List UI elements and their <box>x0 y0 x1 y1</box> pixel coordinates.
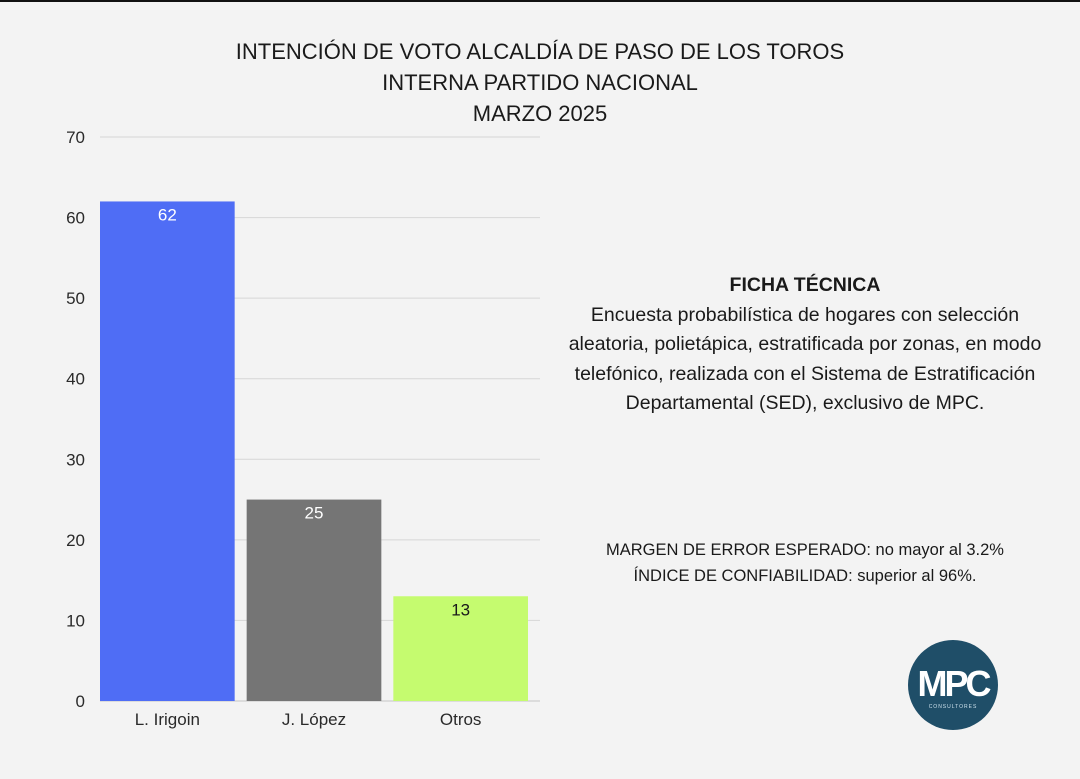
y-tick-label: 0 <box>76 692 85 711</box>
mpc-logo-subtext: CONSULTORES <box>928 704 978 710</box>
bar-value-label: 13 <box>451 600 470 619</box>
mpc-logo: MPC CONSULTORES <box>908 640 998 730</box>
bars <box>100 201 528 701</box>
bar-value-label: 62 <box>158 205 177 224</box>
y-tick-label: 30 <box>66 450 85 469</box>
technical-sheet-line-4: Departamental (SED), exclusivo de MPC. <box>625 392 985 414</box>
technical-sheet-line-3: telefónico, realizada con el Sistema de … <box>574 362 1036 385</box>
technical-sheet-line-1: Encuesta probabilística de hogares con s… <box>590 303 1020 326</box>
technical-sheet: FICHA TÉCNICA Encuesta probabilística de… <box>530 271 1080 419</box>
confidence-index-line: ÍNDICE DE CONFIABILIDAD: superior al 96%… <box>633 567 977 585</box>
chart-title-line-2: INTERNA PARTIDO NACIONAL <box>382 70 698 95</box>
error-margin-line: MARGEN DE ERROR ESPERADO: no mayor al 3.… <box>606 541 1004 559</box>
y-tick-label: 10 <box>66 611 85 630</box>
y-tick-label: 60 <box>66 209 85 228</box>
bar-value-label: 25 <box>305 504 324 523</box>
x-tick-label: J. López <box>282 710 346 729</box>
y-tick-label: 20 <box>66 531 85 550</box>
bar-chart: 0 10 20 30 40 50 60 70 62 25 13 L. Irigoin J. Lópe… <box>66 128 540 729</box>
bar-1 <box>100 201 235 701</box>
bar-2 <box>246 499 382 701</box>
technical-sheet-title: FICHA TÉCNICA <box>729 274 881 296</box>
mpc-logo-text: MPC <box>917 663 992 704</box>
chart-title-line-1: INTENCIÓN DE VOTO ALCALDÍA DE PASO DE LO… <box>235 39 845 64</box>
chart-title-line-3: MARZO 2025 <box>472 101 608 126</box>
chart-title: INTENCIÓN DE VOTO ALCALDÍA DE PASO DE LO… <box>0 36 1080 129</box>
x-axis-ticks: L. Irigoin J. López Otros <box>135 710 482 729</box>
bar-value-labels: 62 25 13 <box>158 205 470 619</box>
y-tick-label: 40 <box>66 370 85 389</box>
x-tick-label: L. Irigoin <box>135 710 200 729</box>
y-axis-ticks: 0 10 20 30 40 50 60 70 <box>66 128 85 711</box>
y-tick-label: 70 <box>66 128 85 147</box>
y-tick-label: 50 <box>66 289 85 308</box>
top-border <box>0 0 1080 2</box>
error-margin-note: MARGEN DE ERROR ESPERADO: no mayor al 3.… <box>530 537 1080 589</box>
technical-sheet-line-2: aleatoria, polietápica, estratificada po… <box>568 333 1042 355</box>
bar-3 <box>393 596 528 701</box>
x-tick-label: Otros <box>440 710 482 729</box>
